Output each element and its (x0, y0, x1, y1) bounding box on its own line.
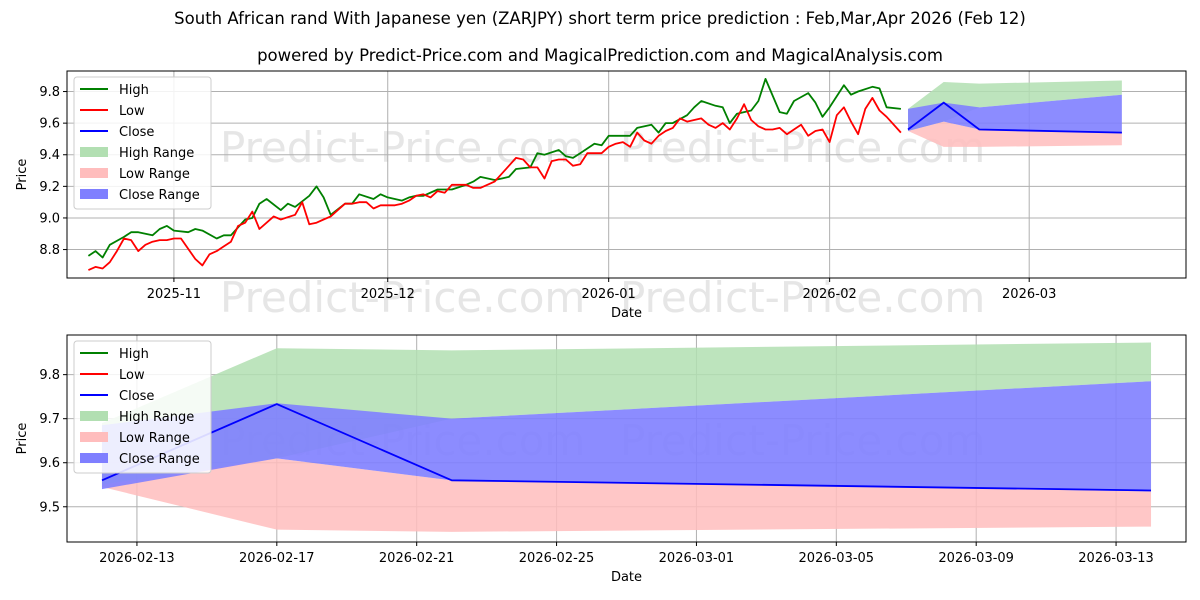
y-tick-label: 9.8 (39, 85, 60, 100)
watermark-text: Predict-Price.com (220, 273, 585, 322)
y-tick-label: 9.6 (39, 117, 60, 132)
legend-label-close-range: Close Range (119, 188, 200, 203)
chart-panel-2: Predict-Price.comPredict-Price.com2026-0… (15, 334, 1187, 585)
legend-label-high-range: High Range (119, 410, 194, 425)
y-tick-label: 9.2 (39, 180, 60, 195)
legend-label-close-range: Close Range (119, 452, 200, 467)
legend-swatch-high-range (80, 147, 108, 157)
watermark-text: Predict-Price.com (220, 123, 585, 172)
legend-swatch-close-range (80, 453, 108, 463)
x-tick-label: 2026-03-05 (799, 551, 875, 566)
x-tick-label: 2026-02-13 (99, 551, 175, 566)
y-tick-label: 9.8 (39, 368, 60, 383)
close-line (907, 101, 1122, 134)
x-tick-label: 2025-12 (361, 287, 415, 302)
legend-label-low-range: Low Range (119, 167, 190, 182)
chart-subtitle: powered by Predict-Price.com and Magical… (257, 46, 943, 65)
legend-swatch-high-range (80, 411, 108, 421)
legend-box (73, 76, 212, 210)
y-tick-label: 9.0 (39, 211, 60, 226)
legend-swatch-close-range (80, 189, 108, 199)
y-tick-label: 8.8 (39, 243, 60, 258)
y-axis-label: Price (15, 159, 30, 191)
x-tick-label: 2026-02-17 (239, 551, 315, 566)
low-range-band (101, 458, 1152, 532)
plot-frame (66, 334, 1187, 543)
high-range-band (101, 342, 1152, 485)
legend: High Low Close High Range Low Range Close Ran… (73, 340, 212, 474)
legend-label-close: Close (119, 389, 154, 404)
x-tick-label: 2026-03-01 (659, 551, 735, 566)
close-range-band (908, 94, 1122, 133)
x-tick-label: 2026-03-13 (1078, 551, 1154, 566)
legend-label-high-range: High Range (119, 146, 194, 161)
legend-label-low: Low (119, 104, 145, 119)
plot-frame (66, 70, 1187, 279)
legend-swatch-low-range (80, 168, 108, 178)
legend-box (73, 340, 212, 474)
low-line (88, 97, 902, 271)
close-range-band (101, 381, 1152, 492)
legend: High Low Close High Range Low Range Close Ran… (73, 76, 212, 210)
low-range-band (908, 121, 1122, 147)
x-tick-label: 2026-02-25 (519, 551, 595, 566)
chart-panel-1: Predict-Price.com Predict-Price.com Predic… (15, 70, 1187, 322)
x-axis-label: Date (611, 306, 642, 321)
legend-label-high: High (119, 83, 149, 98)
chart-title: South African rand With Japanese yen (ZA… (174, 9, 1026, 28)
x-tick-label: 2026-03-09 (938, 551, 1014, 566)
legend-label-low-range: Low Range (119, 431, 190, 446)
y-tick-label: 9.6 (39, 456, 60, 471)
x-tick-label: 2026-03 (1002, 287, 1056, 302)
y-tick-label: 9.7 (39, 412, 60, 427)
y-tick-label: 9.5 (39, 500, 60, 515)
legend-swatch-low-range (80, 432, 108, 442)
legend-label-close: Close (119, 125, 154, 140)
x-tick-label: 2026-02-21 (379, 551, 455, 566)
y-axis-label: Price (15, 423, 30, 455)
high-range-band (908, 80, 1122, 132)
legend-label-high: High (119, 347, 149, 362)
watermark-text: Predict-Price.com (620, 273, 985, 322)
legend-label-low: Low (119, 368, 145, 383)
x-tick-label: 2025-11 (147, 287, 201, 302)
x-axis-label: Date (611, 570, 642, 585)
x-tick-label: 2026-02 (802, 287, 856, 302)
x-tick-label: 2026-01 (582, 287, 636, 302)
high-line (87, 78, 902, 259)
y-tick-label: 9.4 (39, 148, 60, 163)
